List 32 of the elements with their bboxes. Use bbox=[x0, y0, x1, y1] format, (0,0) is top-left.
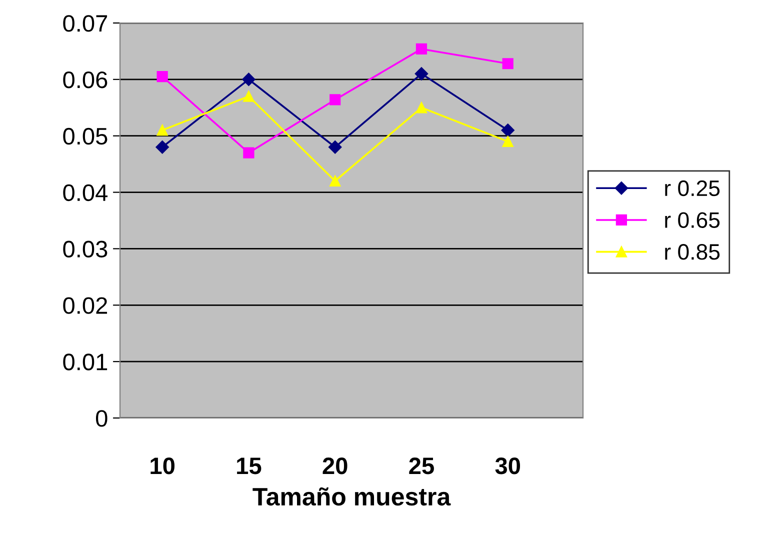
x-tick-label: 25 bbox=[409, 458, 434, 474]
y-tick-label: 0.06 bbox=[63, 71, 108, 88]
y-tick-label: 0.04 bbox=[63, 184, 108, 202]
point bbox=[156, 124, 168, 136]
y-tick-label: 0.07 bbox=[63, 15, 108, 32]
point bbox=[416, 102, 428, 114]
point bbox=[156, 71, 168, 82]
x-tick-label: 15 bbox=[237, 458, 262, 474]
point bbox=[330, 175, 341, 187]
point bbox=[156, 140, 169, 154]
point bbox=[502, 136, 514, 148]
point bbox=[414, 67, 428, 80]
y-tick-label: 0 bbox=[96, 410, 108, 427]
y-tick-label: 0.02 bbox=[63, 297, 108, 314]
x-axis-title: Tamaño muestra bbox=[252, 487, 451, 506]
point bbox=[416, 43, 428, 55]
point bbox=[330, 94, 341, 106]
y-tick-label: 0.05 bbox=[63, 128, 108, 145]
x-tick-label: 10 bbox=[150, 458, 174, 474]
point bbox=[328, 140, 342, 154]
point bbox=[242, 72, 256, 86]
y-tick-label: 0.01 bbox=[63, 354, 108, 370]
point bbox=[502, 58, 514, 70]
legend-label: r 0.65 bbox=[665, 212, 720, 228]
point bbox=[501, 124, 514, 137]
point bbox=[243, 90, 254, 102]
x-tick-label: 30 bbox=[495, 458, 520, 474]
point bbox=[243, 147, 254, 158]
x-tick-label: 20 bbox=[322, 458, 348, 474]
legend-label: r 0.25 bbox=[665, 180, 720, 196]
y-tick-label: 0.03 bbox=[63, 240, 108, 258]
legend-label: r 0.85 bbox=[665, 244, 720, 260]
